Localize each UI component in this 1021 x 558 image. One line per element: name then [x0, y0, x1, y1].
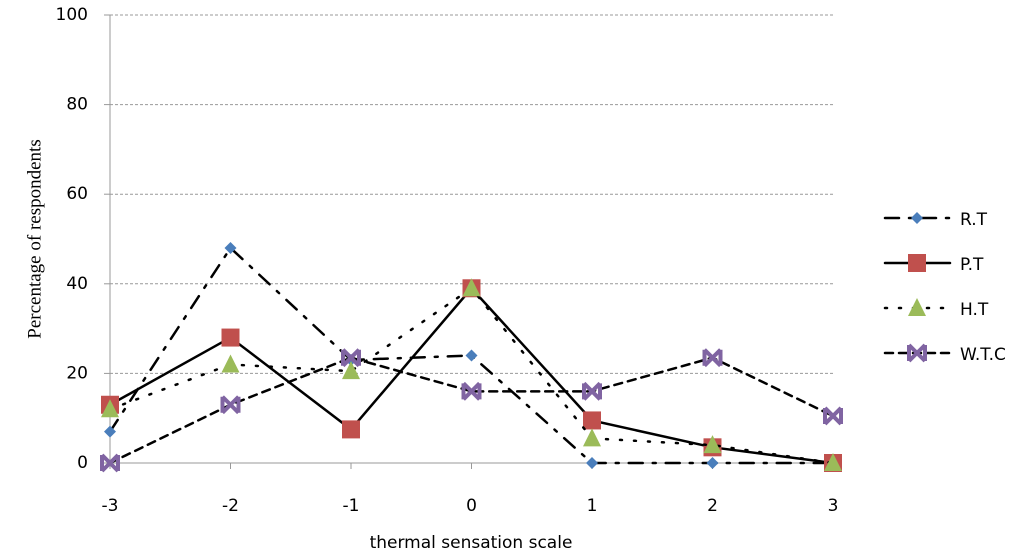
x-tick-label: 3 — [828, 496, 839, 516]
legend-label: R.T — [960, 210, 988, 230]
y-tick-label: 100 — [56, 5, 88, 25]
marker — [911, 212, 923, 224]
y-axis-title: Percentage of respondents — [24, 139, 45, 338]
marker — [909, 345, 925, 361]
x-tick-label: -2 — [222, 496, 239, 516]
marker — [707, 457, 719, 469]
x-axis-title: thermal sensation scale — [370, 533, 573, 553]
marker — [705, 350, 721, 366]
marker — [222, 354, 240, 372]
x-tick-label: 1 — [587, 496, 598, 516]
series-line — [110, 288, 833, 463]
y-tick-label: 40 — [66, 274, 88, 294]
legend-label: W.T.C — [960, 345, 1006, 365]
x-tick-label: 0 — [466, 496, 477, 516]
marker — [583, 428, 601, 446]
marker — [908, 298, 926, 316]
marker — [908, 254, 926, 272]
marker — [825, 408, 841, 424]
legend-label: P.T — [960, 255, 984, 275]
marker — [223, 397, 239, 413]
x-tick-label: 2 — [707, 496, 718, 516]
marker — [583, 411, 601, 429]
x-tick-label: -1 — [343, 496, 360, 516]
marker — [342, 420, 360, 438]
marker — [466, 349, 478, 361]
y-tick-label: 20 — [66, 363, 88, 383]
y-tick-label: 80 — [66, 95, 88, 115]
x-tick-label: -3 — [102, 496, 119, 516]
y-tick-label: 60 — [66, 184, 88, 204]
legend-label: H.T — [960, 300, 989, 320]
y-tick-label: 0 — [77, 453, 88, 473]
series-line — [110, 288, 833, 463]
marker — [586, 457, 598, 469]
chart: Percentage of respondents thermal sensat… — [0, 0, 1021, 558]
marker — [222, 329, 240, 347]
